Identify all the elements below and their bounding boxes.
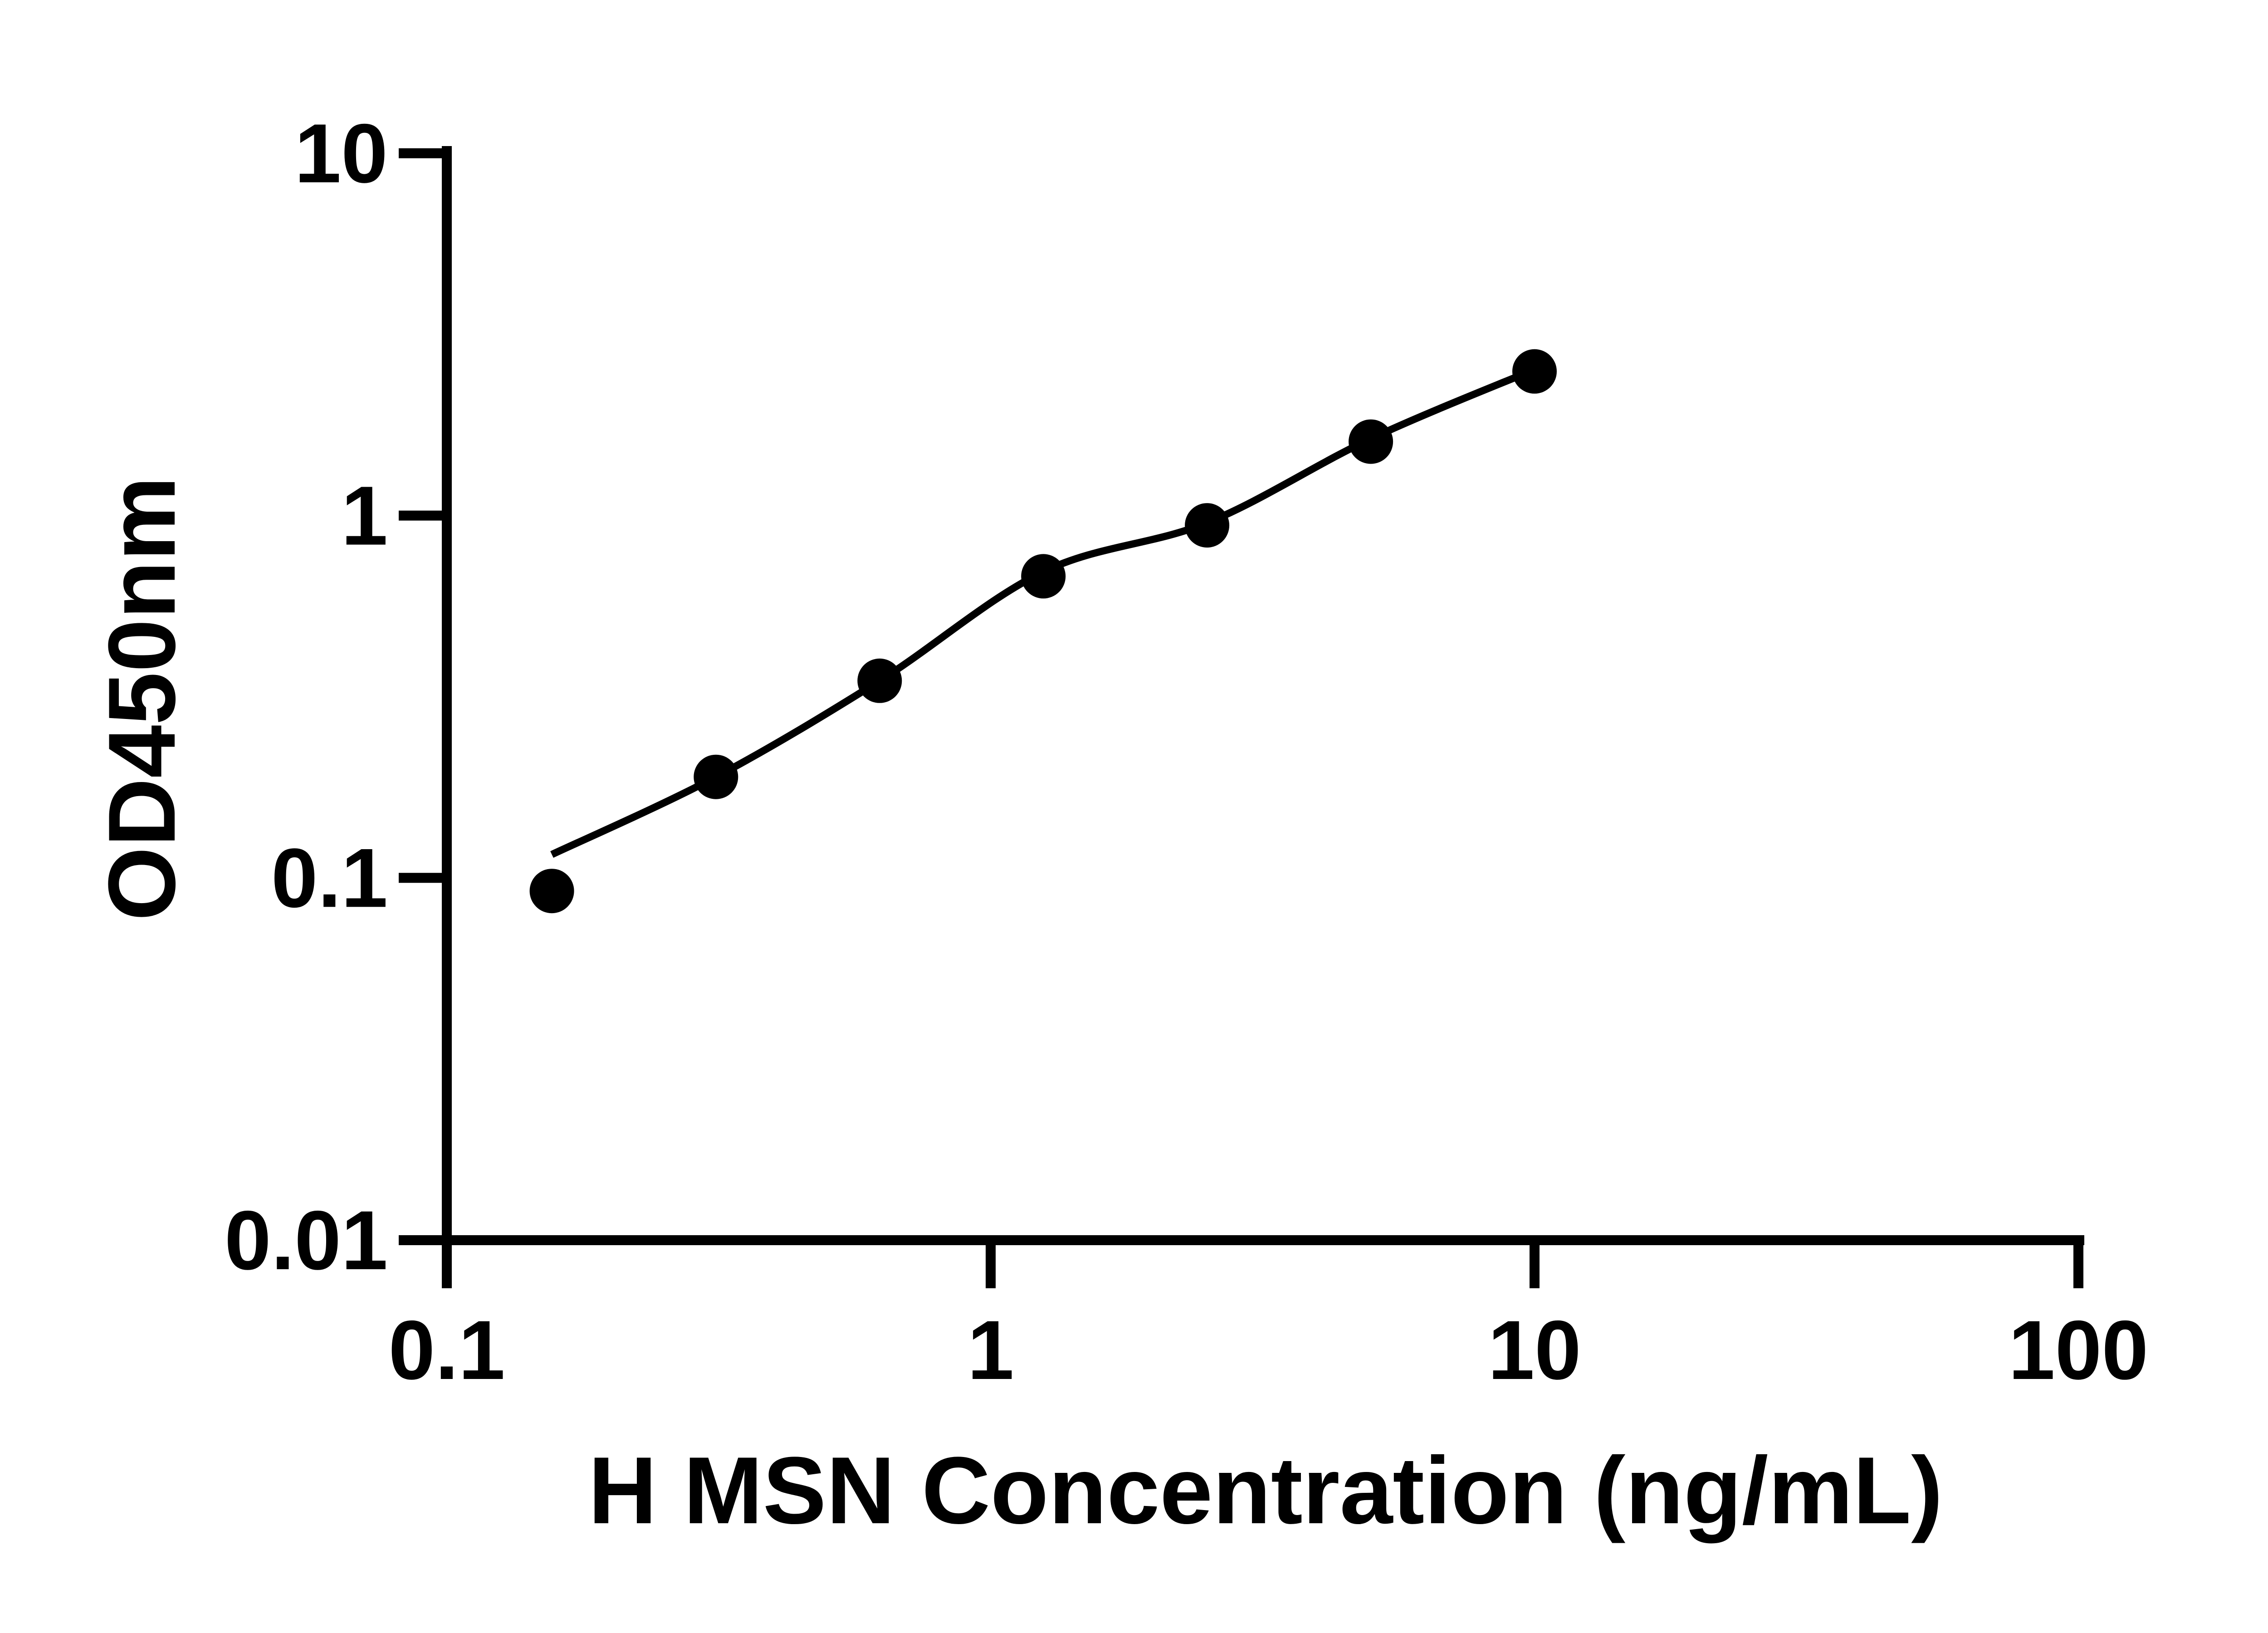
- y-tick-label: 1: [341, 469, 388, 563]
- data-point: [1185, 503, 1230, 548]
- y-tick-label: 10: [294, 107, 388, 200]
- x-tick-label: 0.1: [388, 1304, 505, 1397]
- x-tick-label: 100: [2009, 1304, 2149, 1397]
- x-axis-title: H MSN Concentration (ng/mL): [588, 1437, 1943, 1544]
- x-axis-tick-labels: 0.1 1 10 100: [388, 1304, 2148, 1397]
- data-point: [1349, 419, 1393, 464]
- data-point: [857, 658, 902, 703]
- x-tick-label: 10: [1488, 1304, 1581, 1397]
- data-point: [529, 869, 574, 914]
- data-point: [694, 754, 738, 799]
- data-points: [529, 349, 1557, 914]
- data-point: [1512, 349, 1557, 394]
- x-tick-label: 1: [968, 1304, 1014, 1397]
- y-axis-ticks: [399, 148, 447, 1245]
- y-tick-label: 0.1: [271, 831, 388, 925]
- y-tick-label: 0.01: [225, 1194, 388, 1287]
- y-axis-tick-labels: 0.01 0.1 1 10: [225, 107, 388, 1287]
- y-axis-title: OD450nm: [88, 476, 195, 921]
- data-point: [1021, 554, 1066, 599]
- x-axis-ticks: [442, 1240, 2083, 1288]
